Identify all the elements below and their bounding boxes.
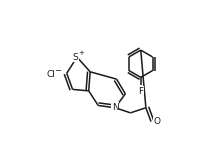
- Text: N: N: [112, 103, 118, 112]
- Text: −: −: [54, 66, 61, 75]
- Text: +: +: [78, 50, 84, 56]
- Text: O: O: [153, 117, 160, 126]
- Text: F: F: [138, 87, 143, 96]
- Text: Cl: Cl: [47, 70, 56, 78]
- Text: S: S: [73, 53, 78, 62]
